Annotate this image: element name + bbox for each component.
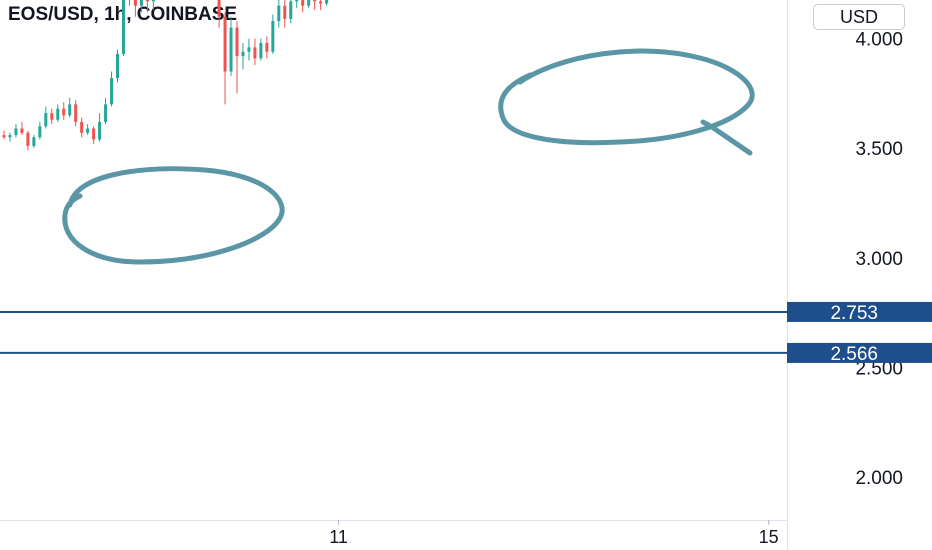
- candle-body: [38, 126, 42, 138]
- candle-body: [116, 53, 120, 79]
- candle-body: [247, 47, 251, 52]
- candle-body: [283, 5, 287, 19]
- candle-body: [68, 104, 72, 116]
- candle-body: [121, 0, 125, 54]
- candle-body: [277, 5, 281, 22]
- candle-body: [145, 0, 149, 2]
- candle-body: [139, 0, 143, 6]
- candle-body: [295, 0, 299, 2]
- price-label-text: 2.566: [830, 344, 878, 365]
- circle-annotation: [62, 166, 285, 265]
- currency-button[interactable]: USD: [813, 4, 905, 30]
- candle-body: [259, 42, 263, 59]
- candle-body: [307, 0, 311, 6]
- candle-body: [92, 128, 96, 140]
- candle-body: [229, 27, 233, 72]
- candle-body: [56, 108, 60, 120]
- candle-body: [80, 121, 84, 133]
- candle-body: [2, 135, 6, 138]
- candle-body: [20, 128, 24, 133]
- candle-body: [253, 47, 257, 59]
- arrow-annotation: [700, 119, 753, 156]
- candle-body: [74, 104, 78, 122]
- y-tick-label: 2.500: [855, 358, 903, 379]
- candle-body: [50, 113, 54, 120]
- y-tick-label: 4.000: [855, 30, 903, 51]
- candle-body: [217, 0, 221, 17]
- candle-body: [325, 0, 329, 4]
- candle-body: [104, 104, 108, 122]
- x-tick-label: 11: [329, 527, 348, 547]
- price-label-box: [787, 301, 932, 322]
- candle-body: [301, 0, 305, 6]
- candle-body: [98, 121, 102, 140]
- overlay-layer: [0, 48, 787, 354]
- candle-body: [14, 128, 18, 136]
- candle-body: [110, 78, 114, 105]
- price-label-text: 2.753: [830, 303, 878, 324]
- candles-layer: [2, 0, 329, 151]
- y-tick-label: 3.500: [855, 139, 903, 160]
- circle-annotation: [498, 48, 755, 146]
- candle-body: [26, 132, 30, 147]
- candle-body: [313, 0, 317, 2]
- candle-body: [289, 1, 293, 19]
- price-axis[interactable]: 2.0002.5003.0003.5004.0004.5005.0005.500…: [787, 0, 932, 550]
- candle-body: [223, 16, 227, 72]
- candle-body: [151, 0, 155, 2]
- candle-body: [271, 21, 275, 52]
- candle-body: [319, 1, 323, 4]
- candle-body: [86, 128, 90, 133]
- candle-body: [235, 27, 239, 57]
- y-tick-label: 3.000: [855, 249, 903, 270]
- candle-body: [32, 137, 36, 147]
- time-axis[interactable]: 11 15: [0, 520, 787, 547]
- candle-body: [62, 108, 66, 116]
- candle-body: [241, 51, 245, 57]
- y-tick-label: 2.000: [855, 468, 903, 489]
- candle-body: [133, 0, 137, 6]
- candle-body: [44, 113, 48, 127]
- candle-body: [265, 42, 269, 52]
- candle-body: [8, 135, 12, 138]
- price-label-box: [787, 342, 932, 363]
- x-tick-label: 15: [759, 527, 779, 547]
